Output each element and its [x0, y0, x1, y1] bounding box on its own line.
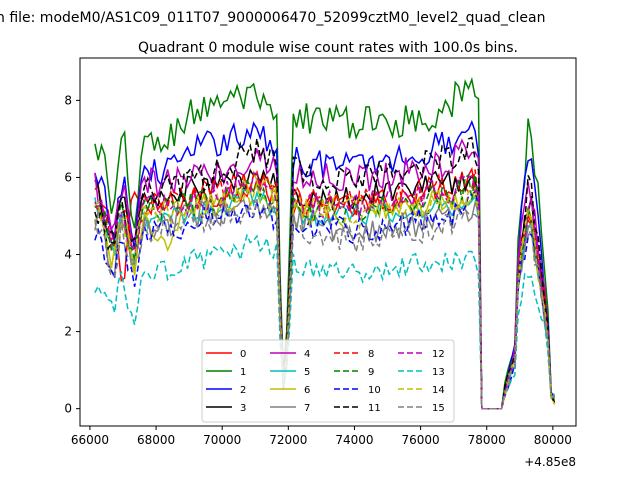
x-tick-label: 68000 [137, 433, 175, 447]
series-line-2 [94, 119, 555, 410]
x-tick-label: 74000 [335, 433, 373, 447]
legend-label: 2 [240, 385, 246, 396]
legend-label: 14 [432, 385, 445, 396]
file-title: n file: modeM0/AS1C09_011T07_9000006470_… [0, 10, 545, 26]
series-layer [94, 76, 556, 410]
legend-label: 12 [432, 349, 445, 360]
y-axis: 0 2 4 6 8 [64, 93, 80, 416]
legend-label: 4 [304, 349, 310, 360]
y-tick-label: 6 [64, 170, 72, 184]
legend-label: 9 [368, 367, 374, 378]
x-tick-label: 66000 [71, 433, 109, 447]
series-line-9 [94, 173, 556, 410]
plot-frame [79, 57, 577, 427]
y-tick-label: 0 [64, 402, 72, 416]
x-tick-label: 70000 [203, 433, 241, 447]
series-line-15 [94, 199, 556, 410]
legend-label: 1 [240, 367, 246, 378]
legend-label: 5 [304, 367, 310, 378]
legend-label: 7 [304, 403, 310, 414]
series-line-13 [94, 233, 555, 410]
legend-label: 6 [304, 385, 310, 396]
y-tick-label: 4 [64, 248, 72, 262]
x-tick-label: 72000 [269, 433, 307, 447]
chart-title: Quadrant 0 module wise count rates with … [138, 40, 518, 56]
x-tick-label: 78000 [468, 433, 506, 447]
legend-label: 8 [368, 349, 374, 360]
legend-label: 13 [432, 367, 445, 378]
series-line-10 [94, 190, 555, 410]
x-axis: 66000 68000 70000 72000 74000 76000 78000 80000 [71, 426, 572, 447]
legend-label: 10 [368, 385, 381, 396]
series-line-11 [94, 136, 556, 410]
legend-label: 15 [432, 403, 445, 414]
legend-label: 0 [240, 349, 246, 360]
x-tick-label: 80000 [534, 433, 572, 447]
x-tick-label: 76000 [401, 433, 439, 447]
legend-box [201, 339, 455, 423]
series-line-1 [94, 76, 556, 410]
legend-label: 11 [368, 403, 381, 414]
x-offset-label: +4.85e8 [524, 455, 576, 469]
y-tick-label: 2 [64, 325, 72, 339]
legend-label: 3 [240, 403, 246, 414]
y-tick-label: 8 [64, 93, 72, 107]
